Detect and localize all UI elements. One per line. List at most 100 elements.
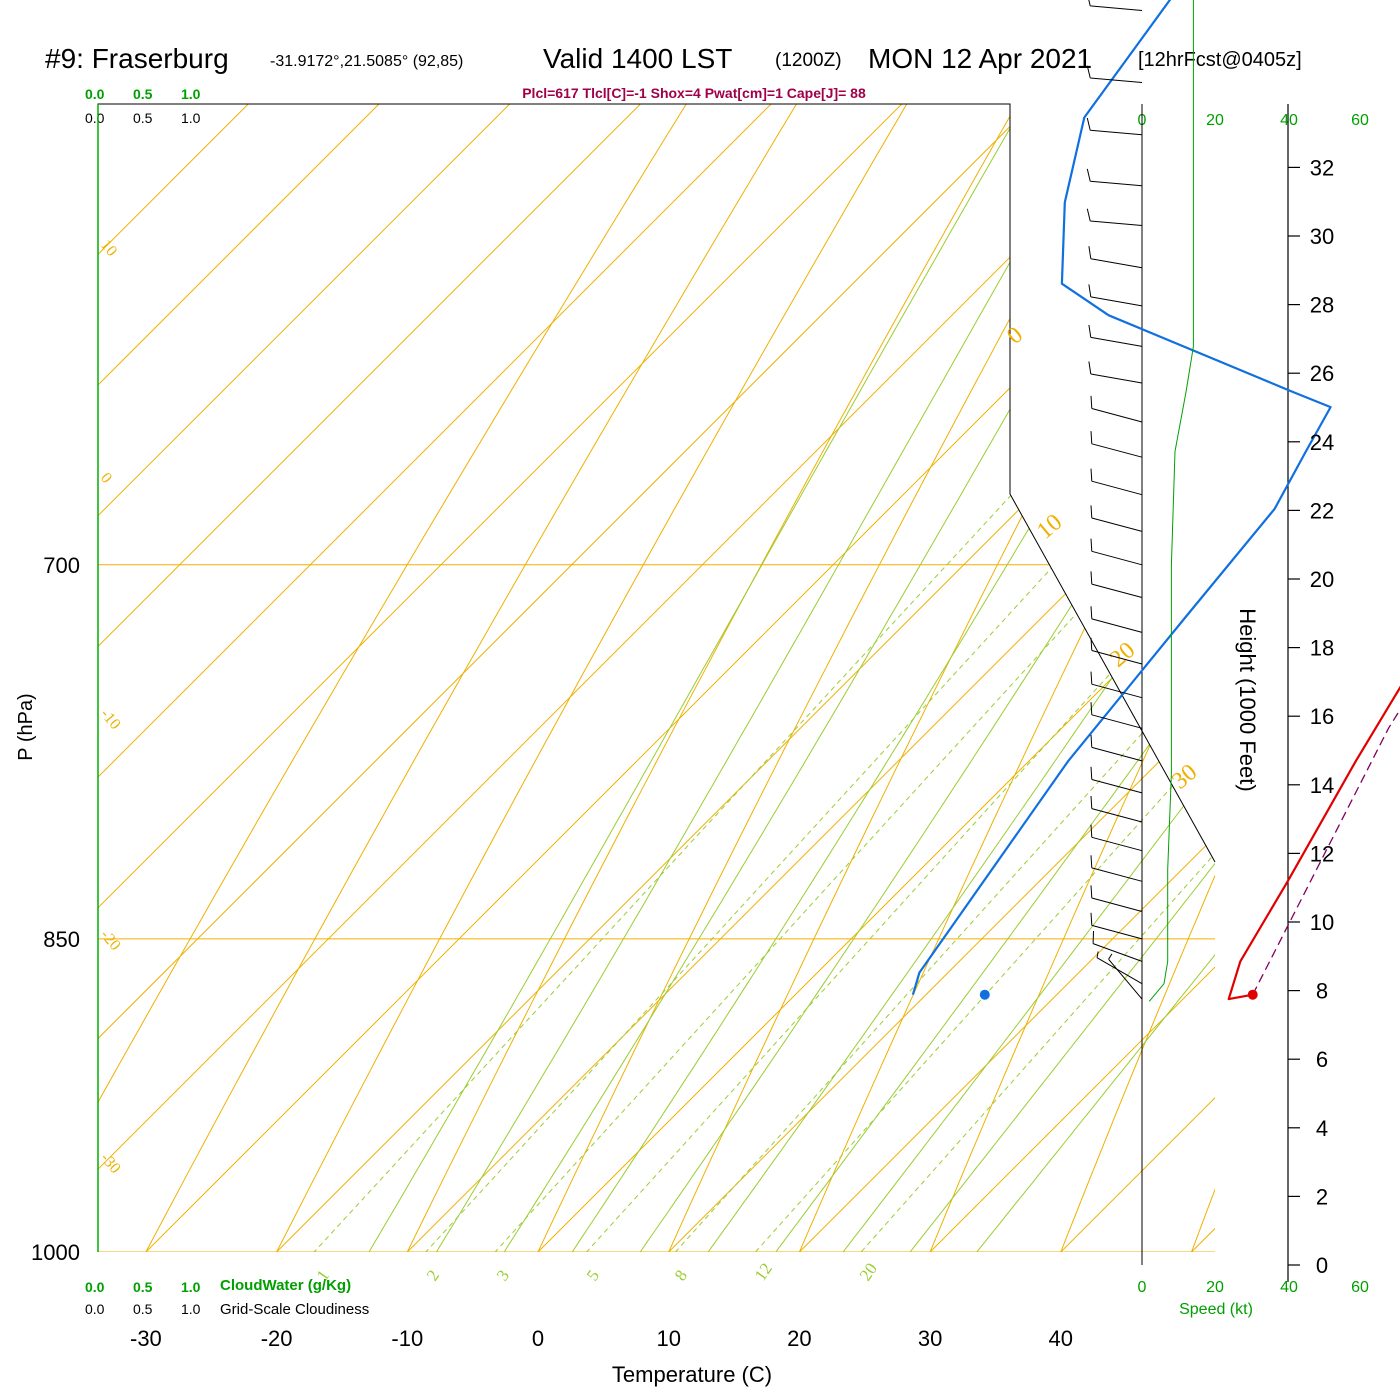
upper-isotherm-label-30: 30 (1167, 759, 1202, 794)
height-tick-label: 10 (1310, 910, 1334, 935)
upper-isotherm-label-10: 10 (1032, 509, 1067, 544)
mixing-ratio-20 (777, 104, 1215, 1252)
dewpoint-profile (911, 0, 1332, 996)
height-tick-label: 30 (1310, 224, 1334, 249)
cloud-scale-bottom: 0.0 0.5 1.0 CloudWater (g/Kg) 0.0 0.5 1.… (85, 1277, 369, 1318)
isotherms (98, 104, 1215, 1252)
height-tick-label: 6 (1316, 1047, 1328, 1072)
surface-temperature-marker (1247, 989, 1258, 1000)
wind-barb (1090, 637, 1143, 665)
mixing-ratio-label-2: 2 (423, 1266, 443, 1284)
upper-isotherm-label-0: 0 (1002, 322, 1028, 350)
cloudiness-scale-bottom-0: 0.0 (85, 1301, 105, 1317)
height-tick-label: 8 (1316, 979, 1328, 1004)
wind-barb (1090, 571, 1143, 598)
wind-barb (1090, 824, 1143, 852)
mixing-ratio-label-12: 12 (751, 1259, 776, 1284)
isotherm-0 (443, 104, 1215, 1252)
isotherm-40 (966, 104, 1215, 1252)
wind-barb (1088, 284, 1143, 307)
isotherm-label-0: 0 (97, 470, 115, 487)
height-tick-label: 26 (1310, 361, 1334, 386)
cloudiness-scale-bottom-2: 1.0 (181, 1301, 201, 1317)
surface-dewpoint-marker (979, 989, 990, 1000)
moist-adiabat (705, 104, 1215, 1252)
dry-adiabat (1023, 104, 1215, 1252)
sounding-series (911, 0, 1400, 1001)
isotherm--50 (98, 104, 1215, 1252)
dry-adiabat (891, 104, 1215, 1252)
isotherm--80 (98, 104, 1215, 1252)
wind-barb (1090, 766, 1143, 794)
dry-adiabat (361, 104, 1215, 1252)
isotherm-label--20: -20 (97, 927, 124, 954)
speed-tick-bottom-40: 40 (1280, 1279, 1298, 1296)
isotherm--10 (312, 104, 1215, 1252)
cloud-scale-top: 0.0 0.5 1.0 0.0 0.5 1.0 (85, 86, 201, 126)
isotherm-20 (705, 104, 1215, 1252)
moist-adiabat (574, 104, 1215, 1252)
wind-barb (1088, 0, 1143, 11)
station-title: #9: Fraserburg (45, 43, 229, 74)
wind-speed-profile (1148, 0, 1194, 1002)
y-axis-title: P (hPa) (15, 693, 37, 760)
wind-barb (1086, 117, 1143, 136)
wind-barb (1086, 208, 1143, 226)
height-tick-label: 32 (1310, 155, 1334, 180)
mixing-ratio-3 (409, 104, 1215, 1252)
station-coords: -31.9172°,21.5085° (92,85) (270, 53, 463, 70)
cloud-scale-top-2: 1.0 (181, 86, 201, 102)
isotherm--90 (98, 104, 1215, 1252)
wind-barb (1090, 606, 1143, 633)
wind-barb (1092, 930, 1143, 962)
height-axis-title: Height (1000 Feet) (1235, 608, 1260, 791)
cloud-scale-top-1: 0.5 (133, 86, 153, 102)
pressure-tick-label: 1000 (31, 1240, 80, 1265)
speed-label: Speed (kt) (1179, 1301, 1253, 1318)
cloud-scale-top-0: 0.0 (85, 86, 105, 102)
wind-barb (1090, 538, 1143, 566)
valid-time: Valid 1400 LST (543, 43, 732, 74)
wind-barb (1090, 468, 1143, 496)
isotherm-30 (835, 104, 1215, 1252)
height-tick-label: 22 (1310, 498, 1334, 523)
dry-adiabat (626, 104, 1215, 1252)
mixing-ratio-label-5: 5 (583, 1266, 603, 1284)
upper-isotherm-label-20: 20 (1105, 637, 1140, 672)
temperature-profile (1227, 685, 1400, 1001)
height-tick-label: 14 (1310, 773, 1334, 798)
speed-tick-top-40: 40 (1280, 112, 1298, 129)
isotherm--20 (182, 104, 1215, 1252)
cloudwater-label: CloudWater (g/Kg) (220, 1277, 351, 1294)
height-tick-label: 24 (1310, 430, 1334, 455)
pressure-tick-label: 700 (43, 553, 80, 578)
wind-barb (1088, 324, 1143, 347)
x-tick-label: 30 (918, 1326, 942, 1351)
speed-tick-top-60: 60 (1351, 112, 1369, 129)
height-tick-label: 12 (1310, 841, 1334, 866)
x-tick-label: -30 (130, 1326, 162, 1351)
cloudiness-scale-bottom-1: 0.5 (133, 1301, 153, 1317)
x-tick-label: -10 (391, 1326, 423, 1351)
height-tick-label: 0 (1316, 1253, 1328, 1278)
moist-adiabat (770, 104, 1215, 1252)
isotherm--30 (98, 104, 1215, 1252)
x-tick-label: 0 (532, 1326, 544, 1351)
cloudiness-scale-top-1: 0.5 (133, 110, 153, 126)
isotherm--70 (98, 104, 1215, 1252)
isotherm-label--30: -30 (97, 1150, 124, 1177)
wind-barb (1088, 361, 1143, 384)
isobars (98, 564, 1215, 1252)
parcel-profile (1252, 708, 1400, 995)
cloudiness-scale-top-2: 1.0 (181, 110, 201, 126)
mixing-ratio-label-8: 8 (671, 1266, 691, 1284)
plot-frame (97, 103, 1216, 1252)
wind-barb (1108, 953, 1143, 1000)
pressure-tick-label: 850 (43, 927, 80, 952)
wind-barb (1090, 702, 1143, 729)
wind-barb (1090, 734, 1143, 762)
isotherm--100 (98, 104, 1215, 1252)
mixing-ratio-lines (227, 104, 1215, 1252)
mixing-ratio-2 (339, 104, 1215, 1252)
